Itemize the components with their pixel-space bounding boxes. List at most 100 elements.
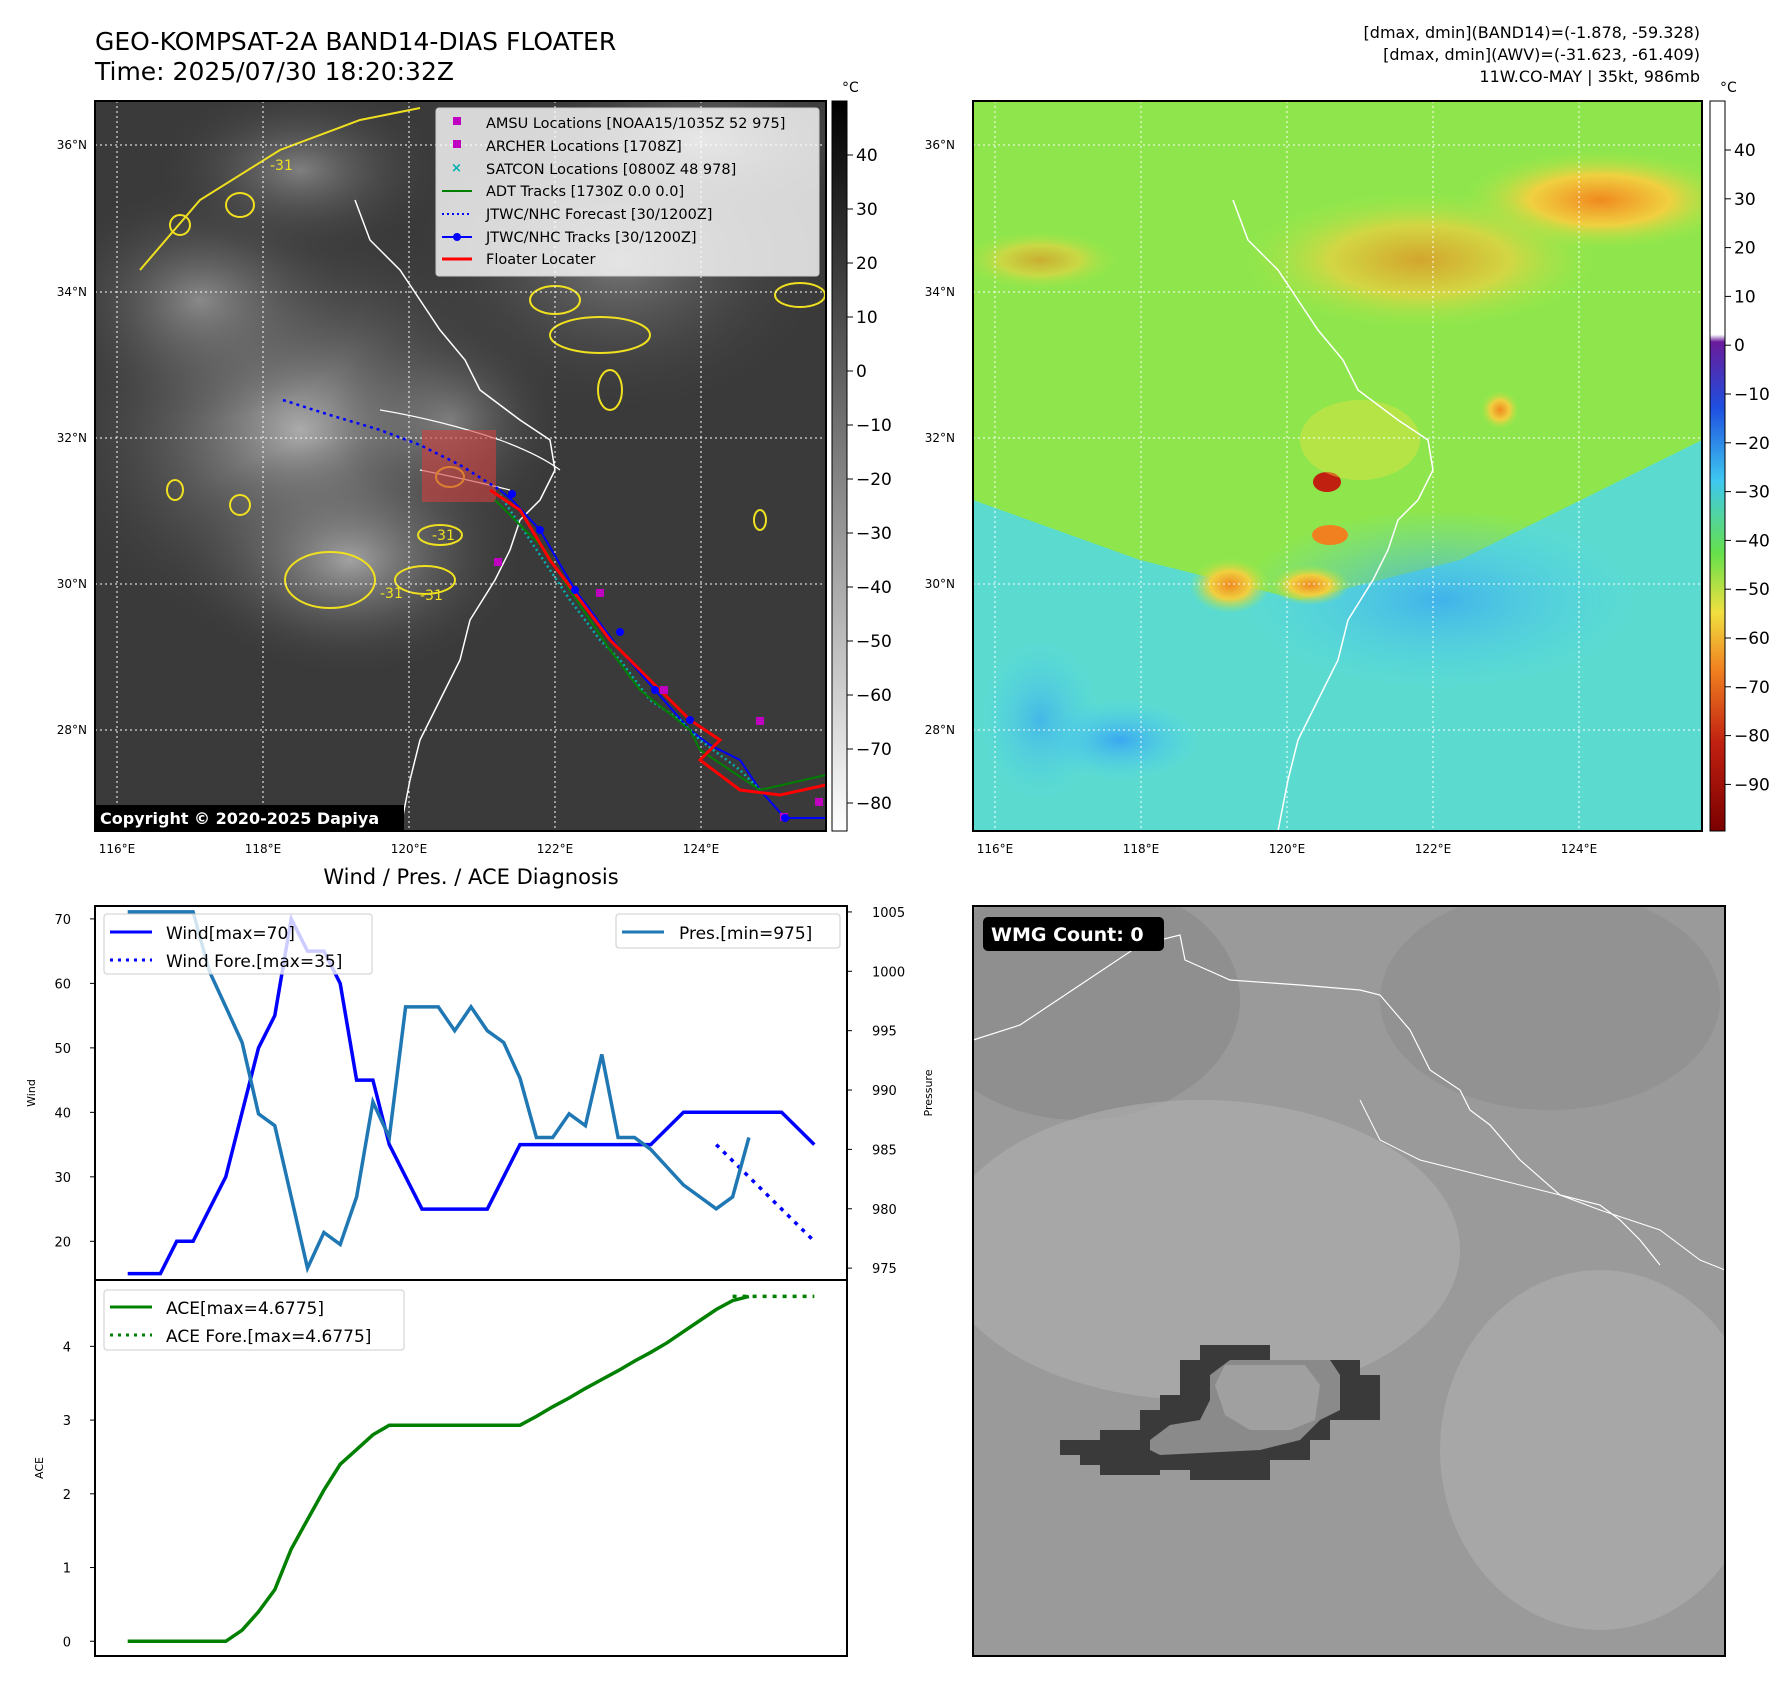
- copyright-box: [94, 805, 404, 832]
- ace-panel: 0 1 2 3 4 ACE ACE[max=4.6775] ACE Fore.[max=…: [33, 1279, 848, 1657]
- legend-wind: Wind[max=70]: [166, 924, 295, 944]
- ir-colorbar-tick-label: 10: [856, 308, 878, 328]
- ace-tick-label: 0: [63, 1635, 71, 1650]
- wv-colorbar-tick-label: 40: [1734, 141, 1756, 161]
- wind-tick-label: 40: [54, 1106, 71, 1121]
- wv-lat-label-34: 34°N: [925, 285, 955, 299]
- ir-colorbar-tick-label: 20: [856, 254, 878, 274]
- legend-forecast: JTWC/NHC Forecast [30/1200Z]: [485, 207, 712, 223]
- wv-colorbar-tick-label: −60: [1734, 629, 1770, 649]
- legend-archer: ARCHER Locations [1708Z]: [486, 139, 682, 155]
- ace-axis-label: ACE: [33, 1457, 46, 1479]
- wv-colorbar-tick-label: −10: [1734, 385, 1770, 405]
- wv-colorbar-tick-label: 30: [1734, 190, 1756, 210]
- lat-label-36: 36°N: [57, 138, 87, 152]
- series-ace-line: [127, 1294, 750, 1644]
- wv-colorbar-tick-label: 0: [1734, 336, 1745, 356]
- ace-tick-label: 3: [63, 1414, 71, 1429]
- lat-label-30: 30°N: [57, 577, 87, 591]
- wv-lat-label-28: 28°N: [925, 723, 955, 737]
- legend-floater: Floater Locater: [486, 252, 595, 268]
- wv-map-panel: 36°N 34°N 32°N 30°N 28°N 116°E 118°E 120…: [925, 100, 1703, 856]
- ir-colorbar-tick-label: 30: [856, 200, 878, 220]
- wv-colorbar-tick-label: −20: [1734, 434, 1770, 454]
- wv-colorbar-unit: °C: [1720, 80, 1737, 96]
- ir-colorbar-unit: °C: [842, 80, 859, 96]
- lat-label-28: 28°N: [57, 723, 87, 737]
- wmg-zoom-panel: WMG Count: 0: [972, 905, 1726, 1657]
- wv-colorbar-tick-label: 20: [1734, 239, 1756, 259]
- pressure-tick-label: 990: [872, 1084, 897, 1099]
- series-pres-line: [127, 910, 751, 1274]
- legend-satcon: SATCON Locations [0800Z 48 978]: [486, 162, 736, 178]
- pressure-legend: Pres.[min=975]: [615, 913, 841, 949]
- wv-colorbar-tick-label: −80: [1734, 727, 1770, 747]
- pressure-tick-label: 1005: [872, 906, 905, 921]
- wv-lat-label-32: 32°N: [925, 431, 955, 445]
- pressure-axis-label: Pressure: [922, 1069, 935, 1116]
- lon-label-118: 118°E: [245, 842, 282, 856]
- ir-colorbar-tick-label: −50: [856, 632, 892, 652]
- ir-colorbar: °C 40 30 20 10 0 −10 −20 −30 −40 −50 −60 −70 −80: [831, 80, 892, 832]
- ir-colorbar-tick-label: −40: [856, 578, 892, 598]
- pressure-tick-label: 1000: [872, 965, 905, 980]
- diagnosis-title: Wind / Pres. / ACE Diagnosis: [323, 865, 618, 889]
- legend-amsu-marker: [453, 117, 461, 125]
- wv-lat-label-30: 30°N: [925, 577, 955, 591]
- wv-colorbar-tick-label: −40: [1734, 531, 1770, 551]
- ir-legend: AMSU Locations [NOAA15/1035Z 52 975] ARC…: [435, 107, 820, 277]
- floater-box: [422, 430, 496, 502]
- wind-axis-label: Wind: [25, 1079, 38, 1107]
- wv-lon-label-116: 116°E: [977, 842, 1014, 856]
- wmg-count-label: WMG Count: 0: [991, 924, 1144, 946]
- pressure-tick-label: 975: [872, 1262, 897, 1277]
- satcon-track: [498, 494, 761, 791]
- wv-colorbar-tick-label: 10: [1734, 287, 1756, 307]
- info-storm: 11W.CO-MAY | 35kt, 986mb: [1479, 67, 1700, 86]
- wv-lat-label-36: 36°N: [925, 138, 955, 152]
- wind-tick-label: 50: [54, 1042, 71, 1057]
- contour-label-3: -31: [432, 528, 455, 544]
- legend-ace-fore: ACE Fore.[max=4.6775]: [166, 1327, 371, 1347]
- copyright-text: Copyright © 2020-2025 Dapiya: [100, 809, 379, 828]
- wind-tick-label: 70: [54, 913, 71, 928]
- wmg-count-box: [983, 917, 1164, 951]
- legend-wind-fore: Wind Fore.[max=35]: [166, 952, 342, 972]
- wv-field: [973, 101, 1702, 831]
- lon-label-120: 120°E: [391, 842, 428, 856]
- ir-colorbar-tick-label: 40: [856, 146, 878, 166]
- lon-label-116: 116°E: [99, 842, 136, 856]
- legend-satcon-marker: ×: [451, 161, 462, 176]
- ir-colorbar-tick-label: −70: [856, 740, 892, 760]
- ace-legend: ACE[max=4.6775] ACE Fore.[max=4.6775]: [103, 1289, 405, 1351]
- jtwc-track: [499, 489, 826, 819]
- ace-tick-label: 2: [63, 1488, 71, 1503]
- ace-tick-label: 4: [63, 1340, 71, 1355]
- lon-label-122: 122°E: [537, 842, 574, 856]
- wv-lon-label-120: 120°E: [1269, 842, 1306, 856]
- wv-colorbar-tick-label: −90: [1734, 775, 1770, 795]
- wv-gridlines: [973, 101, 1702, 831]
- series-wind-fore-line: [714, 1143, 816, 1243]
- wind-pressure-panel: 20 30 40 50 60 70 975 980 985 990 995 1000 1005 Win…: [25, 905, 935, 1281]
- wv-lon-label-118: 118°E: [1123, 842, 1160, 856]
- legend-amsu: AMSU Locations [NOAA15/1035Z 52 975]: [486, 116, 785, 132]
- legend-adt: ADT Tracks [1730Z 0.0 0.0]: [486, 184, 684, 200]
- wv-lon-label-122: 122°E: [1415, 842, 1452, 856]
- ir-colorbar-tick-label: −60: [856, 686, 892, 706]
- info-awv: [dmax, dmin](AWV)=(-31.623, -61.409): [1383, 45, 1700, 64]
- ir-coastline: [354, 199, 556, 831]
- contour-label-1: -31: [380, 586, 403, 602]
- ir-map-panel: -31 -31 -31 -31: [57, 100, 827, 856]
- wind-tick-label: 30: [54, 1171, 71, 1186]
- wmg-zoom-field: [973, 906, 1725, 1630]
- pressure-tick-label: 985: [872, 1143, 897, 1158]
- wind-tick-label: 20: [54, 1235, 71, 1250]
- floater-locater-track: [489, 488, 826, 797]
- wind-tick-label: 60: [54, 977, 71, 992]
- pressure-tick-label: 995: [872, 1025, 897, 1040]
- wv-colorbar-tick-label: −70: [1734, 678, 1770, 698]
- legend-ace: ACE[max=4.6775]: [166, 1299, 324, 1319]
- ir-colorbar-tick-label: −80: [856, 794, 892, 814]
- lon-label-124: 124°E: [683, 842, 720, 856]
